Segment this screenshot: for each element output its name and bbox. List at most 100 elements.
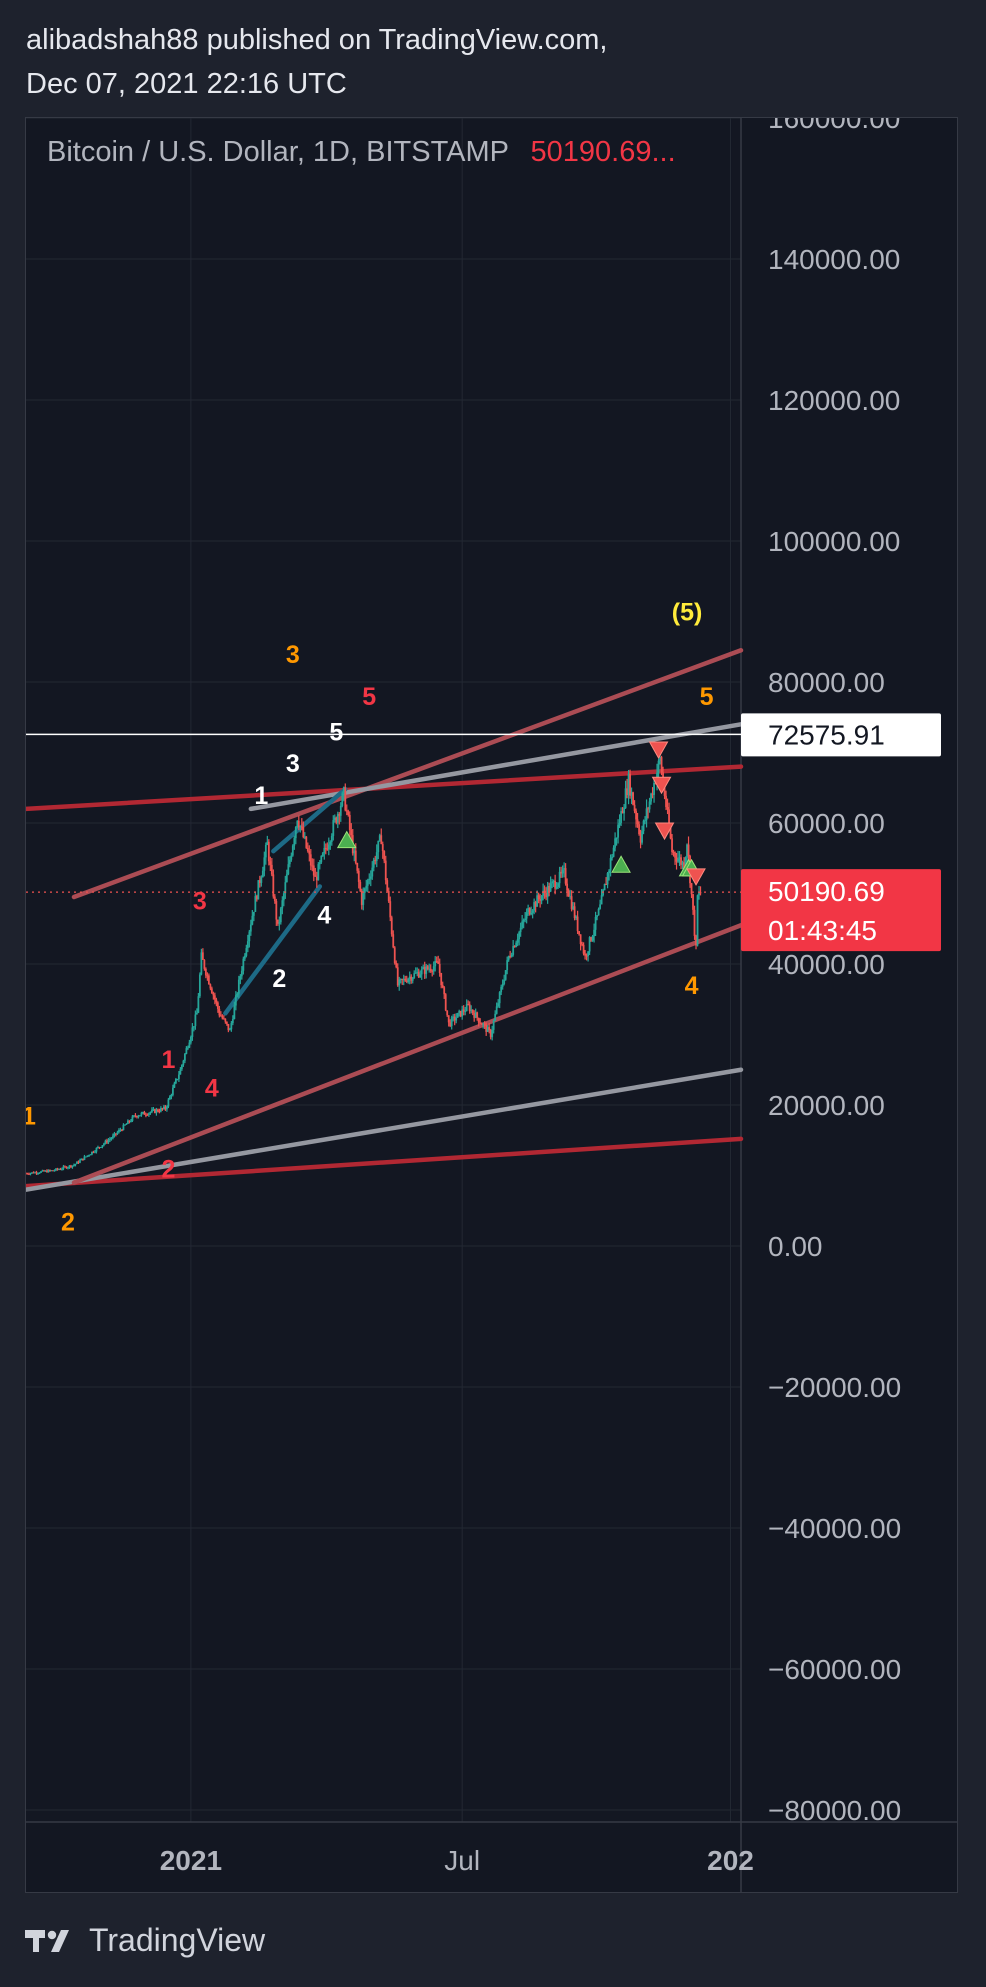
candle-body <box>278 922 281 924</box>
candle-body <box>312 865 315 876</box>
candle-body <box>308 851 311 855</box>
candle-body <box>543 890 546 893</box>
candle-body <box>64 1166 66 1168</box>
candle-body <box>392 934 395 948</box>
candle-body <box>210 988 213 994</box>
wave-label: 5 <box>329 718 343 746</box>
candle-body <box>645 808 648 821</box>
candle-body <box>621 811 624 814</box>
candle-body <box>540 895 543 901</box>
candle-body <box>186 1047 189 1049</box>
candle-body <box>560 871 563 874</box>
candle-body <box>416 972 419 974</box>
candle-body <box>80 1158 83 1161</box>
candle-body <box>477 1017 480 1023</box>
candle-body <box>43 1170 45 1172</box>
candle-body <box>438 963 441 973</box>
sell-signal-icon <box>654 822 675 841</box>
symbol-legend[interactable]: Bitcoin / U.S. Dollar, 1D, BITSTAMP 5019… <box>47 136 676 169</box>
candle-body <box>160 1108 162 1112</box>
candle-body <box>50 1170 53 1172</box>
candle-body <box>236 993 239 996</box>
candle-body <box>297 820 300 828</box>
candle-body <box>632 792 634 805</box>
candle-body <box>474 1012 477 1018</box>
candle-body <box>173 1083 176 1088</box>
candle-body <box>536 895 539 907</box>
candle-body <box>74 1163 77 1166</box>
candle-body <box>347 811 350 815</box>
candle-body <box>222 1018 225 1020</box>
candle-body <box>305 836 308 848</box>
price-chart[interactable]: 1 2 3 4 5 (5) 1 2 3 4 5 1 2 3 4 5 160000.00 140000.00 1200… <box>26 118 957 1892</box>
candle-body <box>282 893 285 901</box>
candle-body <box>579 934 582 945</box>
candle-body <box>366 880 369 886</box>
candle-body <box>239 976 242 980</box>
candle-body <box>100 1147 102 1149</box>
candle-body <box>494 1013 497 1021</box>
candle-body <box>387 891 390 902</box>
candle-body <box>157 1109 159 1112</box>
candle-body <box>58 1169 60 1171</box>
candle-body <box>569 896 572 898</box>
candle-body <box>377 840 380 853</box>
candle-body <box>456 1012 459 1018</box>
candle-body <box>519 927 522 933</box>
candle-body <box>527 908 530 913</box>
candle-body <box>576 916 579 932</box>
candle-body <box>458 1010 461 1013</box>
candle-body <box>198 974 201 997</box>
candle-body <box>455 1017 458 1021</box>
candle-body <box>572 906 575 910</box>
candle-body <box>408 976 411 979</box>
x-tick-label: 202 <box>707 1845 754 1876</box>
candle-body <box>46 1170 48 1173</box>
candle-body <box>378 835 381 841</box>
candle-body <box>320 855 323 863</box>
candle-body <box>40 1171 42 1173</box>
candle-body <box>176 1079 179 1081</box>
sell-signal-icon <box>686 868 706 886</box>
wave-label: 2 <box>272 965 286 993</box>
candle-body <box>140 1113 143 1116</box>
legend-price: 50190.69... <box>530 136 676 168</box>
candle-body <box>68 1165 71 1168</box>
candle-body <box>266 841 269 845</box>
footer-logo[interactable]: TradingView <box>25 1922 265 1959</box>
candle-body <box>515 942 518 948</box>
candle-body <box>468 1004 471 1012</box>
candle-body <box>417 972 420 978</box>
candle-body <box>695 935 697 946</box>
chart-frame[interactable]: 1 2 3 4 5 (5) 1 2 3 4 5 1 2 3 4 5 160000.00 140000.00 1200… <box>25 117 958 1893</box>
candle-body <box>542 890 545 896</box>
candle-body <box>121 1129 123 1131</box>
candle-body <box>671 838 673 853</box>
candle-body <box>636 819 639 825</box>
candle-body <box>666 807 669 810</box>
candle-body <box>233 1005 236 1020</box>
candle-body <box>651 793 654 795</box>
candle-body <box>194 1014 197 1027</box>
candle-body <box>318 862 321 865</box>
candle-body <box>336 814 339 823</box>
candle-body <box>363 888 366 894</box>
candle-body <box>272 874 275 897</box>
candle-body <box>614 838 616 848</box>
sell-signal-icon <box>651 776 672 795</box>
candle-body <box>28 1173 30 1175</box>
candle-body <box>287 864 290 875</box>
candle-body <box>146 1114 149 1116</box>
candle-body <box>270 864 273 875</box>
candle-body <box>375 852 378 862</box>
candle-body <box>660 757 663 773</box>
candle-body <box>638 824 640 835</box>
candle-body <box>260 877 263 883</box>
candle-body <box>587 951 590 957</box>
wave-label: 3 <box>286 641 300 669</box>
candle-body <box>692 894 694 910</box>
candle-body <box>522 919 525 922</box>
candle-body <box>557 883 560 887</box>
candle-body <box>429 968 432 971</box>
candle-body <box>648 801 651 810</box>
